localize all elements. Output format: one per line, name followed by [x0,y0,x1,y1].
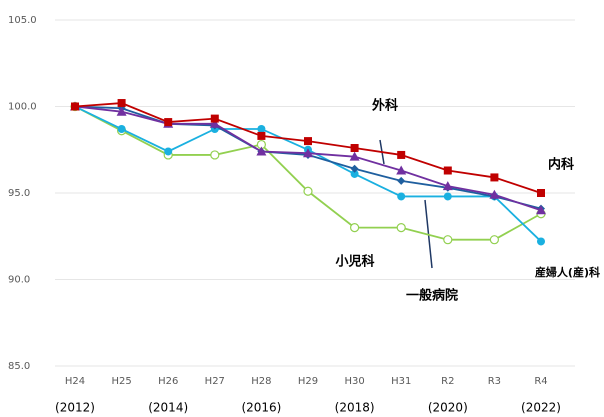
x-year-label: (2012) [55,401,95,415]
x-tick-label: H26 [158,376,178,387]
series-label: 内科 [548,157,574,173]
x-year-label: (2014) [148,401,188,415]
marker [256,146,267,156]
x-tick-label: H30 [344,376,364,387]
marker [537,189,545,197]
x-tick-label: H29 [298,376,318,387]
marker [210,114,219,123]
x-year-label: (2016) [241,401,281,415]
marker [489,189,500,199]
series-label: 産婦人(産)科 [535,265,600,279]
marker [350,164,359,173]
marker [537,237,545,246]
y-tick-label: 95.0 [8,188,30,199]
marker [304,137,312,146]
y-tick-label: 100.0 [8,102,37,113]
marker [117,124,126,133]
marker [303,148,313,158]
marker [490,173,499,182]
marker [350,169,359,178]
x-tick-label: H27 [205,376,225,387]
marker [164,118,173,127]
marker [350,144,359,153]
x-tick-label: H31 [391,376,411,387]
marker [489,235,499,245]
x-tick-label: R4 [534,376,547,387]
x-tick-label: R3 [488,376,501,387]
x-tick-label: R2 [441,376,454,387]
x-year-label: (2018) [335,401,375,415]
marker [210,150,220,160]
marker [257,131,266,140]
marker [536,205,546,215]
series-label: 小児科 [335,254,374,270]
marker [349,151,360,161]
y-tick-label: 105.0 [8,15,37,26]
marker [257,124,266,133]
marker [350,223,360,233]
series-label: 外科 [371,98,398,114]
marker [116,106,127,116]
y-tick-label: 90.0 [8,275,30,286]
x-tick-label: H24 [65,376,85,387]
x-year-label: (2020) [428,401,468,415]
marker [397,176,406,185]
marker [71,102,79,111]
marker [396,223,406,233]
y-tick-label: 85.0 [8,361,30,372]
marker [209,118,220,128]
x-year-label: (2022) [521,401,561,415]
marker [397,150,406,159]
x-tick-label: H25 [111,376,131,387]
marker [443,166,452,175]
marker [443,235,453,245]
marker [396,165,407,175]
series-label: 一般病院 [406,288,458,304]
marker [303,186,313,196]
marker [164,147,173,156]
marker [117,99,126,108]
x-tick-label: H28 [251,376,271,387]
marker [443,192,452,201]
marker [442,181,453,191]
marker [397,192,406,201]
